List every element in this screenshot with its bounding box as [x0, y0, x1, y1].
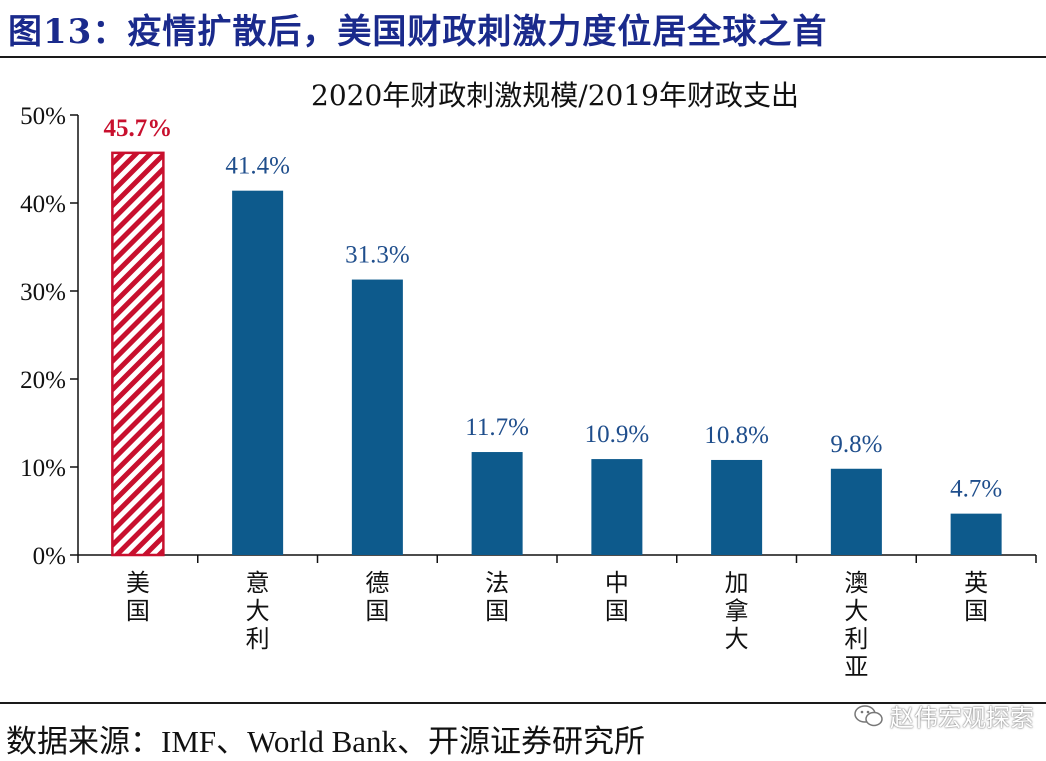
y-tick-label: 10% [20, 455, 66, 482]
y-tick-label: 30% [20, 279, 66, 306]
category-label-7: 澳大利亚 [844, 569, 868, 681]
data-label-6: 10.8% [704, 422, 769, 449]
category-label-8: 英国 [964, 569, 988, 625]
category-label-4: 法国 [485, 569, 509, 625]
bar-2 [232, 190, 284, 555]
top-rule [0, 56, 1046, 58]
data-label-4: 11.7% [465, 414, 529, 441]
y-tick-label: 0% [33, 543, 66, 570]
y-tick-label: 40% [20, 191, 66, 218]
bar-6 [711, 459, 763, 555]
bottom-rule [0, 702, 1046, 704]
bar-4 [471, 452, 523, 555]
figure-title: 图13：疫情扩散后，美国财政刺激力度位居全球之首 [8, 12, 828, 52]
data-label-1: 45.7% [104, 115, 173, 142]
y-tick-label: 50% [20, 103, 66, 130]
y-tick-label: 20% [20, 367, 66, 394]
wechat-icon [854, 704, 883, 726]
bar-3 [351, 279, 403, 555]
bar-5 [591, 459, 643, 555]
data-label-3: 31.3% [345, 242, 410, 269]
bar-1 [111, 151, 165, 557]
data-label-2: 41.4% [225, 153, 290, 180]
bar-8 [950, 513, 1002, 555]
watermark: 赵伟宏观探索 [854, 698, 1034, 733]
category-label-2: 意大利 [246, 569, 270, 653]
data-label-8: 4.7% [950, 476, 1002, 503]
bar-chart: 0% 10% 20% 30% 40% 50% 45.7% 美国 41.4% 意大利 31.3% 德国… [20, 79, 1037, 681]
watermark-text: 赵伟宏观探索 [890, 704, 1034, 732]
category-label-3: 德国 [365, 569, 389, 625]
chart-title: 2020年财政刺激规模/2019年财政支出 [311, 79, 799, 112]
category-label-5: 中国 [605, 569, 629, 625]
data-label-5: 10.9% [585, 421, 650, 448]
category-label-1: 美国 [126, 569, 150, 625]
bar-7 [830, 468, 882, 555]
source-note: 数据来源：IMF、World Bank、开源证券研究所 [6, 724, 646, 759]
data-label-7: 9.8% [830, 431, 882, 458]
category-label-6: 加拿大 [725, 569, 749, 653]
